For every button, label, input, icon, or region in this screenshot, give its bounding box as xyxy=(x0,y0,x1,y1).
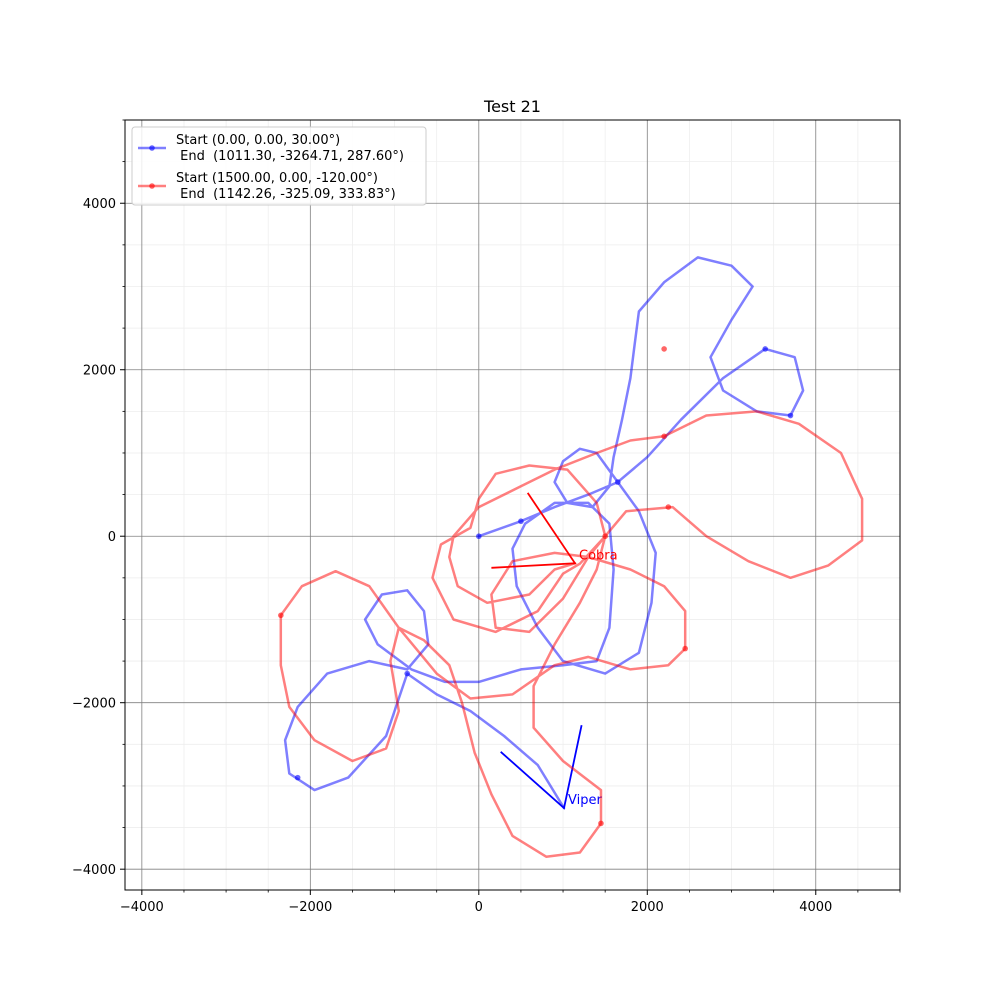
series-marker-viper xyxy=(762,346,769,352)
x-tick-label: −4000 xyxy=(120,900,164,915)
y-tick-label: 4000 xyxy=(83,197,116,212)
series-marker-viper xyxy=(787,412,794,419)
series-marker-viper xyxy=(404,670,411,677)
x-tick-label: −2000 xyxy=(288,900,332,915)
series-marker-cobra xyxy=(278,612,284,619)
series-marker-viper xyxy=(294,774,301,781)
x-tick-label: 2000 xyxy=(631,900,664,915)
legend-entry-line1: Start (1500.00, 0.00, -120.00°) xyxy=(176,171,378,186)
legend-swatch-marker xyxy=(149,183,155,189)
y-tick-label: 0 xyxy=(108,530,116,545)
x-tick-label: 4000 xyxy=(799,900,832,915)
legend-entry-line1: Start (0.00, 0.00, 30.00°) xyxy=(176,133,340,148)
series-marker-cobra xyxy=(661,346,667,352)
heading-arrow-cobra xyxy=(491,492,577,569)
legend: Start (0.00, 0.00, 30.00°) End (1011.30,… xyxy=(131,126,427,206)
series-marker-cobra xyxy=(598,820,604,827)
y-tick-label: −4000 xyxy=(72,863,116,878)
legend-entry-line2: End (1142.26, -325.09, 333.83°) xyxy=(176,187,396,202)
annotation-cobra: Cobra xyxy=(579,548,618,563)
series-line-viper xyxy=(283,256,805,810)
series-line-cobra xyxy=(279,410,864,858)
chart-title: Test 21 xyxy=(483,97,541,116)
series-marker-viper xyxy=(518,518,524,525)
heading-arrow-viper xyxy=(500,725,583,810)
axes-frame xyxy=(124,119,901,891)
series-marker-cobra xyxy=(665,504,672,510)
plot-area: Viper Cobra xyxy=(125,120,900,890)
series-marker-cobra xyxy=(682,645,688,652)
axes: −4000 −2000 0 2000 4000 −4000 −2000 0 2000 4000 xyxy=(72,119,901,915)
y-tick-label: −2000 xyxy=(72,697,116,712)
y-tick-label: 2000 xyxy=(83,364,116,379)
series-marker-cobra xyxy=(661,433,667,440)
legend-box xyxy=(131,126,427,206)
series-marker-viper xyxy=(614,479,621,485)
x-tick-label: 0 xyxy=(475,900,483,915)
series-marker-viper xyxy=(476,533,482,540)
series-marker-cobra xyxy=(602,533,608,540)
legend-entry-line2: End (1011.30, -3264.71, 287.60°) xyxy=(176,149,404,164)
legend-swatch-marker xyxy=(149,145,155,151)
annotation-viper: Viper xyxy=(568,793,602,808)
